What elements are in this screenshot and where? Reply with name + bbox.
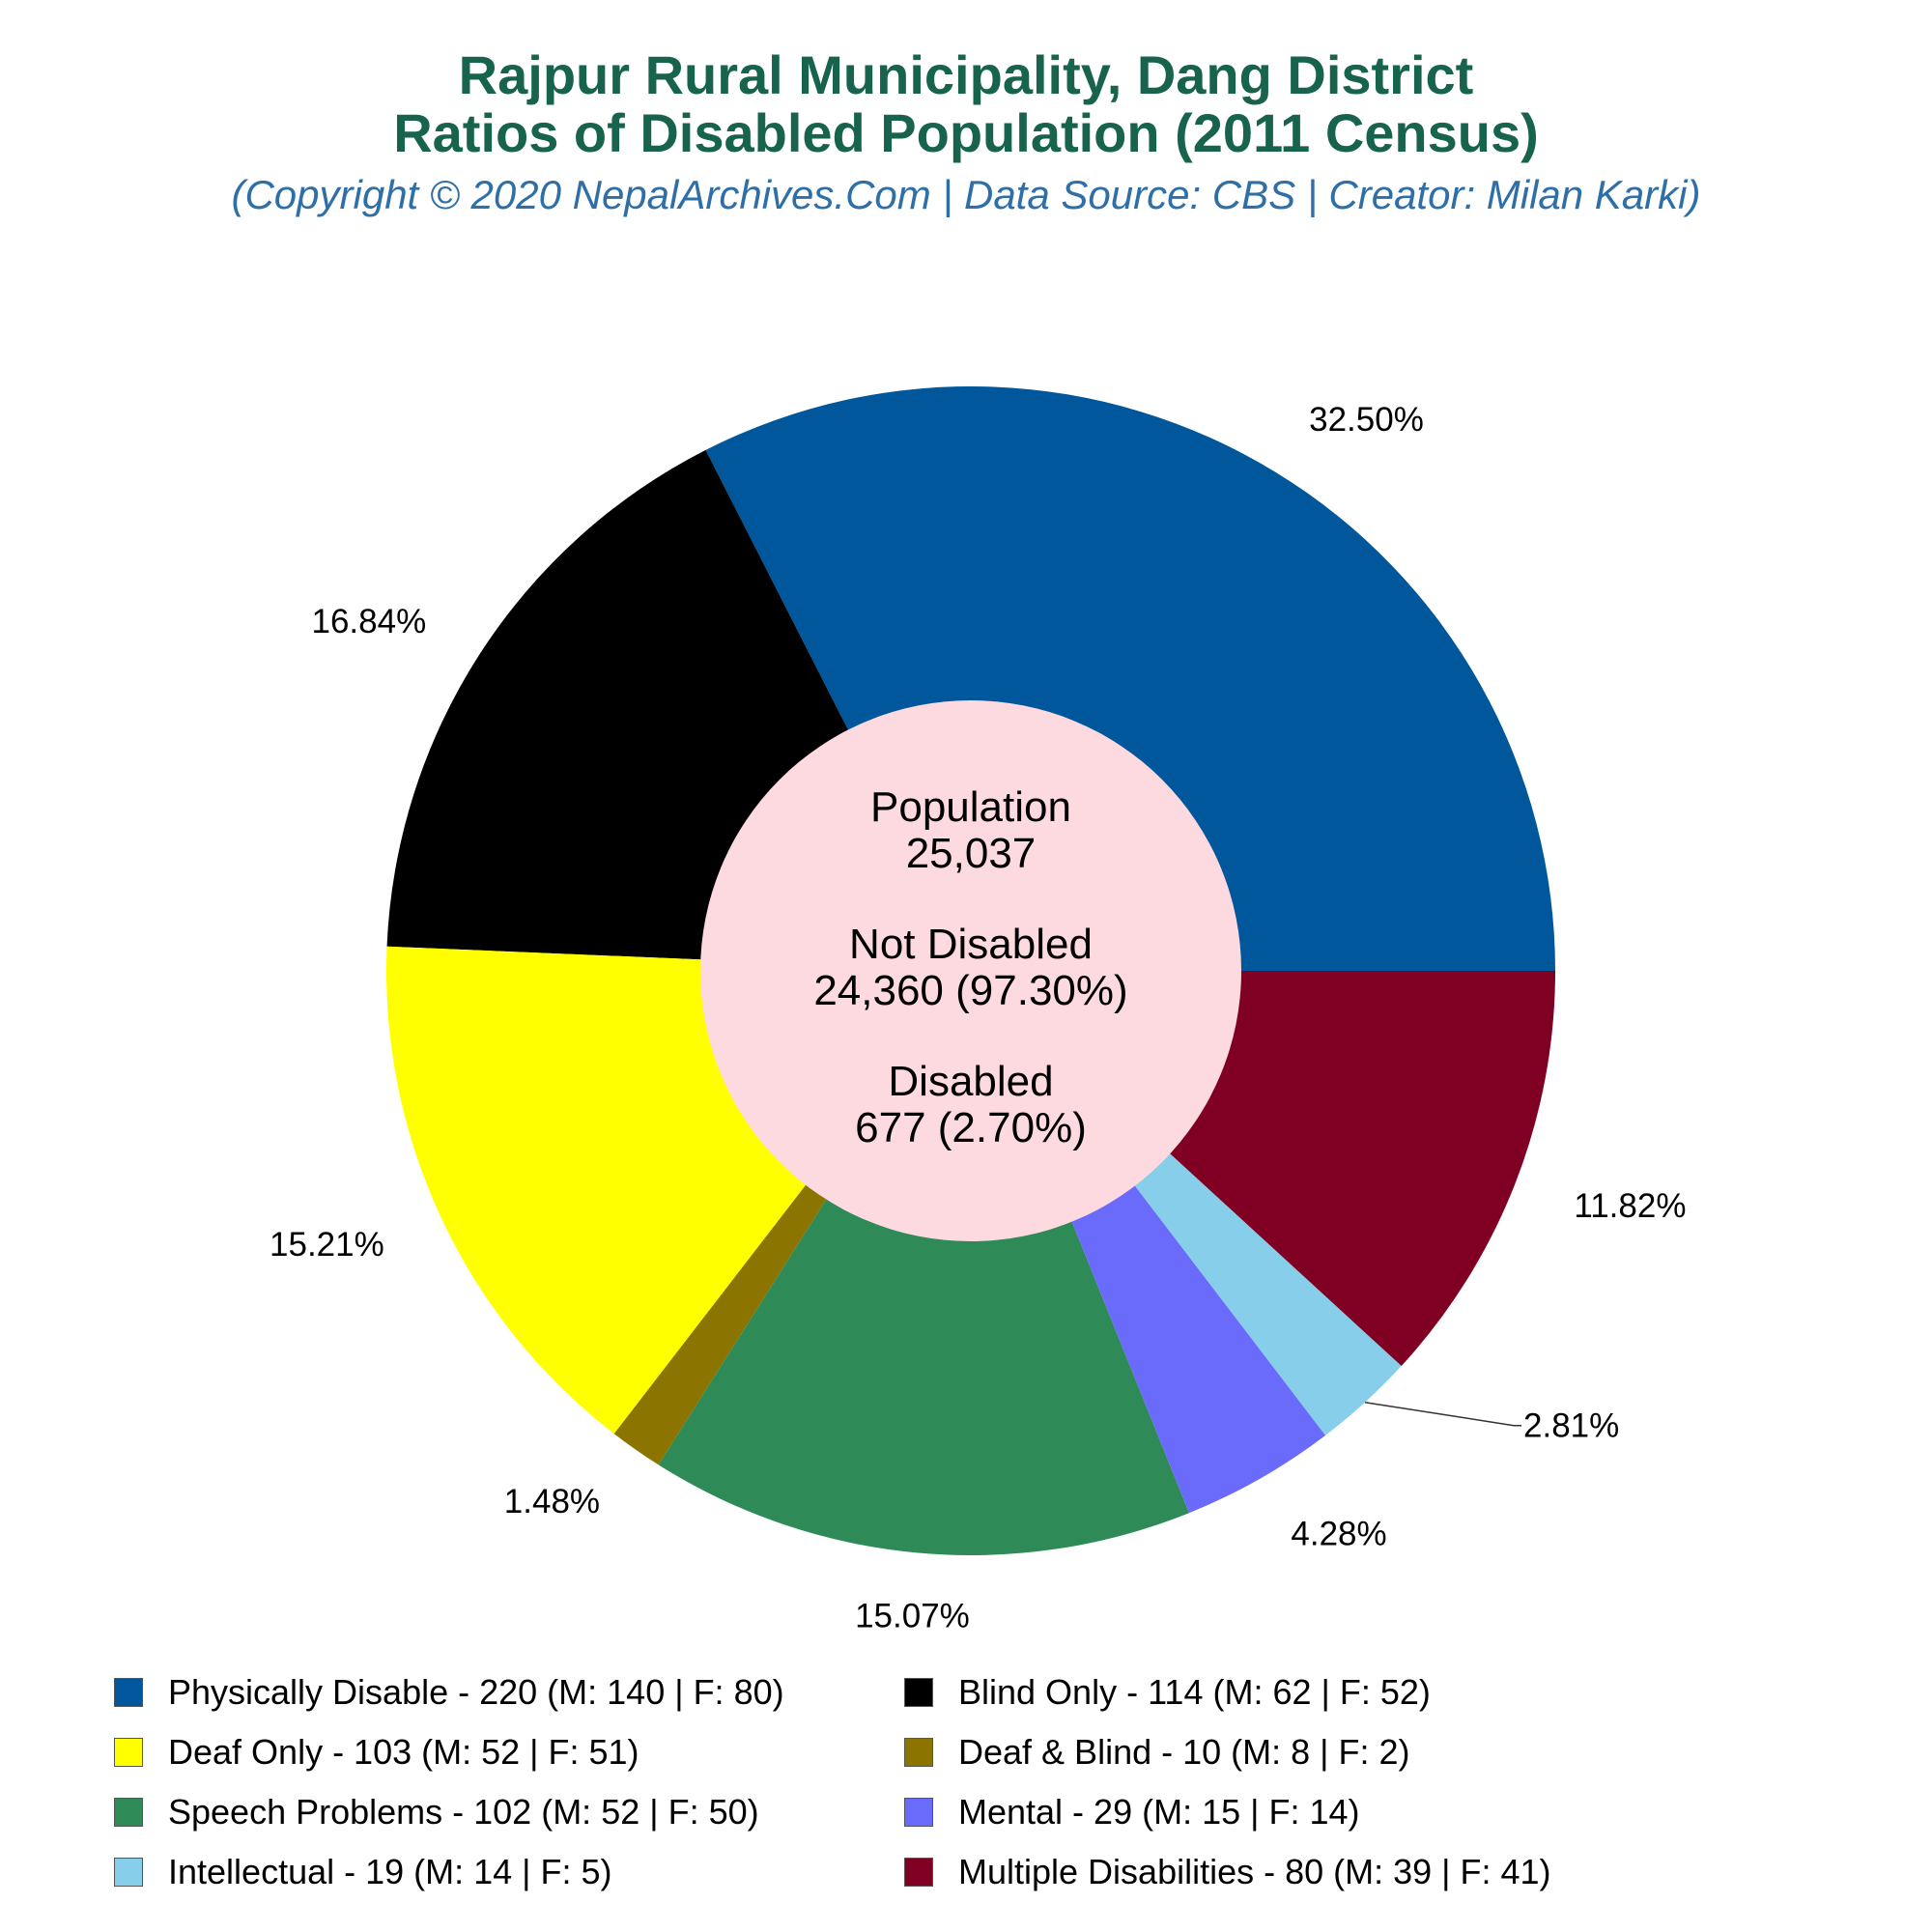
center-population-label: Population <box>870 783 1071 831</box>
chart-title-line-1: Rajpur Rural Municipality, Dang District <box>458 44 1474 105</box>
slice-speech-problems <box>658 971 1190 1555</box>
center-summary: Population 25,037 Not Disabled 24,360 (9… <box>813 783 1127 1151</box>
legend-swatch <box>114 1858 143 1887</box>
legend-swatch <box>904 1678 933 1707</box>
legend-swatch <box>114 1678 143 1707</box>
legend-label: Physically Disable - 220 (M: 140 | F: 80… <box>168 1672 784 1712</box>
legend-swatch <box>904 1858 933 1887</box>
legend-swatch <box>904 1738 933 1767</box>
legend-label: Deaf Only - 103 (M: 52 | F: 51) <box>168 1732 639 1772</box>
slice-percent-label: 1.48% <box>504 1483 600 1520</box>
slice-percent-label: 16.84% <box>311 603 426 640</box>
center-disabled-label: Disabled <box>888 1058 1053 1105</box>
legend-swatch <box>904 1798 933 1827</box>
legend-label: Mental - 29 (M: 15 | F: 14) <box>958 1792 1360 1832</box>
chart-subtitle: (Copyright © 2020 NepalArchives.Com | Da… <box>231 172 1701 217</box>
slice-percent-label: 32.50% <box>1309 401 1424 439</box>
slice-percent-label: 15.07% <box>855 1597 970 1634</box>
legend-label: Intellectual - 19 (M: 14 | F: 5) <box>168 1852 612 1891</box>
center-not-disabled-value: 24,360 (97.30%) <box>813 967 1127 1014</box>
legend-item: Mental - 29 (M: 15 | F: 14) <box>904 1791 1360 1833</box>
legend-item: Physically Disable - 220 (M: 140 | F: 80… <box>114 1671 784 1714</box>
slice-percent-labels: 32.50% 16.84% 15.21% 1.48% 15.07% 4.28% 2.81% 1… <box>270 401 1686 1634</box>
legend-item: Deaf Only - 103 (M: 52 | F: 51) <box>114 1731 639 1774</box>
chart-title-line-2: Ratios of Disabled Population (2011 Cens… <box>393 102 1539 163</box>
legend-swatch <box>114 1798 143 1827</box>
legend-swatch <box>114 1738 143 1767</box>
center-disabled-value: 677 (2.70%) <box>855 1104 1087 1151</box>
label-leader-lines <box>1364 1401 1521 1427</box>
slice-percent-label: 2.81% <box>1523 1407 1619 1445</box>
legend-item: Speech Problems - 102 (M: 52 | F: 50) <box>114 1791 759 1833</box>
slice-percent-label: 11.82% <box>1574 1187 1686 1225</box>
legend-label: Speech Problems - 102 (M: 52 | F: 50) <box>168 1792 759 1832</box>
legend-item: Blind Only - 114 (M: 62 | F: 52) <box>904 1671 1431 1714</box>
legend-label: Blind Only - 114 (M: 62 | F: 52) <box>958 1672 1431 1712</box>
slice-percent-label: 15.21% <box>270 1226 384 1264</box>
center-not-disabled-label: Not Disabled <box>849 921 1093 968</box>
legend-item: Intellectual - 19 (M: 14 | F: 5) <box>114 1851 612 1893</box>
legend-item: Deaf & Blind - 10 (M: 8 | F: 2) <box>904 1731 1410 1774</box>
donut-center-circle <box>700 700 1241 1241</box>
legend-label: Deaf & Blind - 10 (M: 8 | F: 2) <box>958 1732 1410 1772</box>
legend-label: Multiple Disabilities - 80 (M: 39 | F: 4… <box>958 1852 1551 1891</box>
center-population-value: 25,037 <box>906 830 1037 877</box>
leader-line <box>1364 1401 1521 1427</box>
legend-item: Multiple Disabilities - 80 (M: 39 | F: 4… <box>904 1851 1551 1893</box>
slice-percent-label: 4.28% <box>1291 1515 1386 1552</box>
